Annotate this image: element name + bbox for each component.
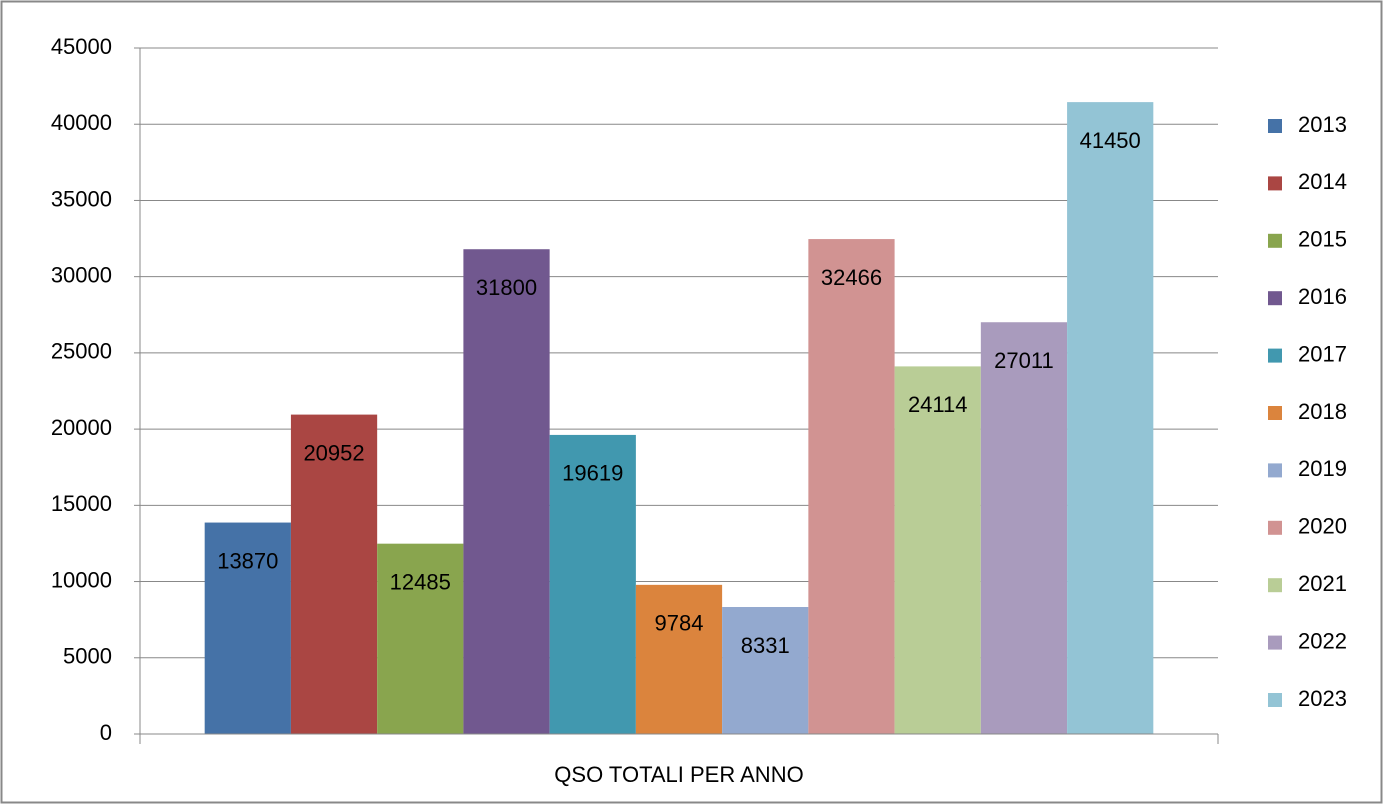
data-label: 24114	[908, 392, 968, 417]
y-tick-label: 15000	[51, 491, 112, 516]
legend-swatch	[1268, 463, 1282, 478]
y-tick-label: 30000	[51, 262, 112, 287]
legend-label: 2013	[1298, 112, 1347, 137]
legend-label: 2020	[1298, 514, 1347, 539]
legend-label: 2023	[1298, 686, 1347, 711]
legend-label: 2021	[1298, 571, 1347, 596]
legend-swatch	[1268, 406, 1282, 420]
bar	[980, 322, 1068, 734]
legend-swatch	[1268, 693, 1282, 707]
y-tick-label: 45000	[51, 34, 112, 59]
y-tick-label: 40000	[51, 110, 112, 135]
legend-swatch	[1268, 578, 1282, 593]
legend-swatch	[1268, 635, 1282, 650]
legend-label: 2017	[1298, 341, 1347, 366]
legend-swatch	[1268, 291, 1282, 306]
bar	[1067, 102, 1154, 734]
legend-swatch	[1268, 176, 1282, 191]
bar	[549, 434, 636, 734]
data-label: 20952	[303, 440, 364, 465]
bar	[722, 606, 809, 734]
legend-swatch	[1268, 520, 1282, 535]
legend-swatch	[1268, 119, 1282, 133]
data-label: 32466	[821, 265, 882, 290]
data-label: 8331	[741, 633, 790, 658]
bar	[204, 522, 291, 734]
legend-swatch	[1268, 233, 1282, 248]
bar	[290, 414, 378, 734]
y-tick-label: 25000	[51, 339, 112, 364]
bar	[894, 366, 981, 734]
data-label: 19619	[562, 461, 623, 486]
data-label: 13870	[217, 548, 278, 573]
bar	[463, 249, 550, 734]
legend-label: 2018	[1298, 399, 1347, 424]
y-tick-label: 10000	[51, 567, 112, 592]
x-tick-label: QSO TOTALI PER ANNO	[554, 762, 803, 787]
bar	[377, 543, 464, 734]
y-tick-label: 0	[100, 720, 112, 745]
legend-label: 2015	[1298, 227, 1347, 252]
data-label: 41450	[1080, 128, 1141, 153]
data-label: 9784	[655, 611, 704, 636]
data-label: 31800	[476, 275, 537, 300]
legend-label: 2022	[1298, 628, 1347, 653]
legend-label: 2016	[1298, 284, 1347, 309]
bar	[635, 584, 723, 734]
y-tick-label: 20000	[51, 415, 112, 440]
data-label: 12485	[390, 569, 451, 594]
legend-swatch	[1268, 348, 1282, 363]
legend-label: 2019	[1298, 456, 1347, 481]
y-tick-label: 35000	[51, 186, 112, 211]
data-label: 27011	[994, 348, 1054, 373]
y-tick-label: 5000	[63, 644, 112, 669]
legend-label: 2014	[1298, 169, 1347, 194]
bar	[808, 239, 895, 735]
